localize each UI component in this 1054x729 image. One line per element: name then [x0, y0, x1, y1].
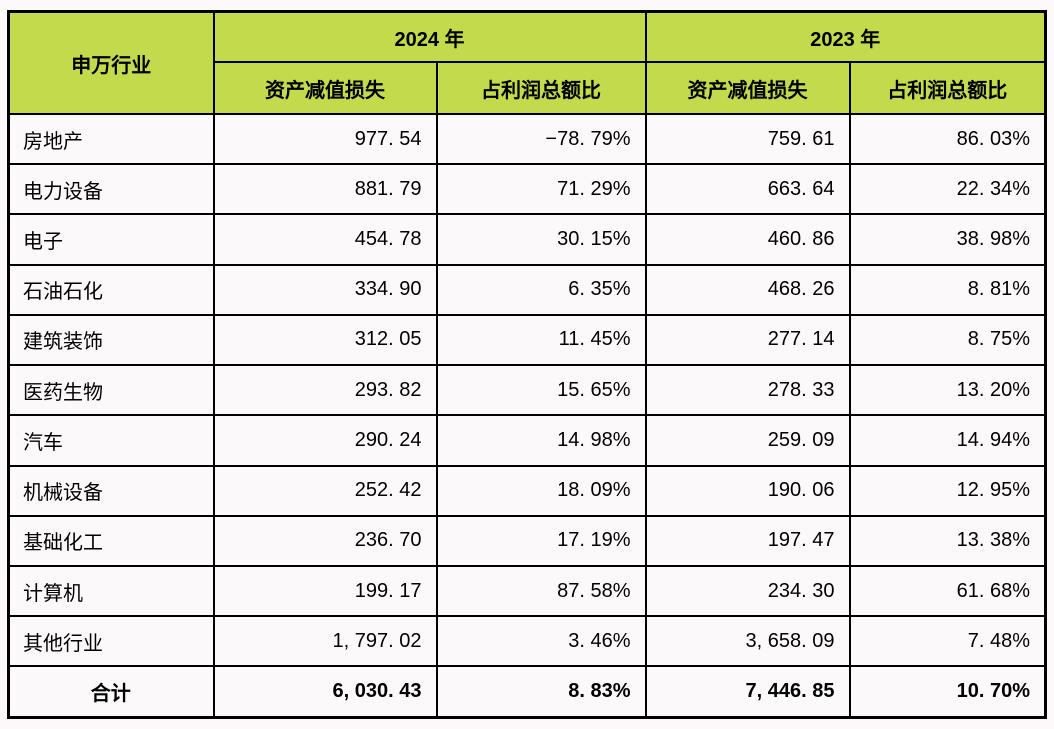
cell-2024-pct: 87. 58% — [435, 564, 647, 618]
cell-industry: 机械设备 — [7, 464, 215, 517]
cell-total-2023-pct: 10. 70% — [848, 665, 1047, 719]
table-row: 计算机 199. 17 87. 58% 234. 30 61. 68% — [7, 564, 1047, 618]
cell-2024-loss: 881. 79 — [212, 163, 438, 216]
cell-2024-pct: 6. 35% — [435, 263, 647, 316]
cell-total-2024-pct: 8. 83% — [435, 665, 647, 719]
cell-2024-pct: 14. 98% — [435, 414, 647, 467]
header-industry: 申万行业 — [7, 10, 215, 115]
cell-2024-loss: 236. 70 — [212, 514, 438, 567]
cell-2024-loss: 252. 42 — [212, 464, 438, 517]
table-row: 电子 454. 78 30. 15% 460. 86 38. 98% — [7, 213, 1047, 266]
cell-2023-loss: 197. 47 — [644, 514, 851, 567]
cell-2023-pct: 12. 95% — [848, 464, 1047, 517]
cell-2024-pct: 17. 19% — [435, 514, 647, 567]
cell-2023-pct: 38. 98% — [848, 213, 1047, 266]
table-row: 电力设备 881. 79 71. 29% 663. 64 22. 34% — [7, 163, 1047, 216]
table-row: 建筑装饰 312. 05 11. 45% 277. 14 8. 75% — [7, 313, 1047, 367]
cell-industry: 电子 — [7, 213, 215, 266]
cell-2023-pct: 7. 48% — [848, 615, 1047, 668]
cell-2023-loss: 277. 14 — [644, 313, 851, 367]
header-2023-loss: 资产减值损失 — [644, 61, 851, 115]
cell-total-2023-loss: 7, 446. 85 — [644, 665, 851, 719]
cell-2024-loss: 199. 17 — [212, 564, 438, 618]
header-year-2023: 2023 年 — [644, 10, 1047, 63]
cell-2024-loss: 334. 90 — [212, 263, 438, 316]
table-row: 机械设备 252. 42 18. 09% 190. 06 12. 95% — [7, 464, 1047, 517]
cell-2023-pct: 86. 03% — [848, 112, 1047, 166]
table-row: 其他行业 1, 797. 02 3. 46% 3, 658. 09 7. 48% — [7, 615, 1047, 668]
cell-2023-pct: 14. 94% — [848, 414, 1047, 467]
cell-2023-pct: 8. 75% — [848, 313, 1047, 367]
impairment-loss-table: 申万行业 2024 年 2023 年 资产减值损失 占利润总额比 资产减值损失 … — [7, 10, 1047, 719]
cell-2023-loss: 259. 09 — [644, 414, 851, 467]
cell-2024-loss: 454. 78 — [212, 213, 438, 266]
cell-industry: 建筑装饰 — [7, 313, 215, 367]
cell-industry: 医药生物 — [7, 364, 215, 417]
header-2023-pct: 占利润总额比 — [848, 61, 1047, 115]
header-group-row: 申万行业 2024 年 2023 年 — [7, 10, 1047, 115]
cell-2023-loss: 3, 658. 09 — [644, 615, 851, 668]
cell-2024-loss: 312. 05 — [212, 313, 438, 367]
header-sub-row: 资产减值损失 占利润总额比 资产减值损失 占利润总额比 — [9, 61, 1047, 115]
cell-2024-loss: 977. 54 — [212, 112, 438, 166]
table-row: 基础化工 236. 70 17. 19% 197. 47 13. 38% — [7, 514, 1047, 567]
table-row: 石油石化 334. 90 6. 35% 468. 26 8. 81% — [7, 263, 1047, 316]
table-row: 汽车 290. 24 14. 98% 259. 09 14. 94% — [7, 414, 1047, 467]
cell-industry: 计算机 — [7, 564, 215, 618]
table-row: 医药生物 293. 82 15. 65% 278. 33 13. 20% — [7, 364, 1047, 417]
header-2024-loss: 资产减值损失 — [212, 61, 438, 115]
cell-2023-loss: 759. 61 — [644, 112, 851, 166]
cell-industry: 汽车 — [7, 414, 215, 467]
cell-2023-pct: 61. 68% — [848, 564, 1047, 618]
cell-2024-pct: −78. 79% — [435, 112, 647, 166]
cell-2023-loss: 460. 86 — [644, 213, 851, 266]
cell-total-label: 合计 — [7, 665, 215, 719]
cell-2024-loss: 290. 24 — [212, 414, 438, 467]
cell-2023-pct: 8. 81% — [848, 263, 1047, 316]
cell-2023-loss: 468. 26 — [644, 263, 851, 316]
cell-2024-pct: 15. 65% — [435, 364, 647, 417]
total-row: 合计 6, 030. 43 8. 83% 7, 446. 85 10. 70% — [7, 665, 1047, 719]
cell-2024-pct: 18. 09% — [435, 464, 647, 517]
cell-2023-loss: 190. 06 — [644, 464, 851, 517]
cell-industry: 房地产 — [7, 112, 215, 166]
cell-industry: 石油石化 — [7, 263, 215, 316]
cell-2023-pct: 13. 38% — [848, 514, 1047, 567]
cell-2024-pct: 3. 46% — [435, 615, 647, 668]
cell-2023-pct: 13. 20% — [848, 364, 1047, 417]
cell-2023-pct: 22. 34% — [848, 163, 1047, 216]
cell-2024-pct: 11. 45% — [435, 313, 647, 367]
cell-2024-loss: 1, 797. 02 — [212, 615, 438, 668]
cell-industry: 基础化工 — [7, 514, 215, 567]
cell-2024-pct: 30. 15% — [435, 213, 647, 266]
cell-industry: 电力设备 — [7, 163, 215, 216]
cell-2023-loss: 663. 64 — [644, 163, 851, 216]
cell-2023-loss: 278. 33 — [644, 364, 851, 417]
header-2024-pct: 占利润总额比 — [435, 61, 647, 115]
table-row: 房地产 977. 54 −78. 79% 759. 61 86. 03% — [7, 112, 1047, 166]
cell-2024-loss: 293. 82 — [212, 364, 438, 417]
cell-industry: 其他行业 — [7, 615, 215, 668]
header-year-2024: 2024 年 — [212, 10, 647, 63]
cell-total-2024-loss: 6, 030. 43 — [212, 665, 438, 719]
cell-2024-pct: 71. 29% — [435, 163, 647, 216]
cell-2023-loss: 234. 30 — [644, 564, 851, 618]
